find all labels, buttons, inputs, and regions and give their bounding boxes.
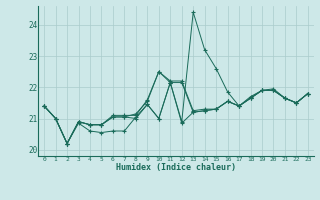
X-axis label: Humidex (Indice chaleur): Humidex (Indice chaleur) [116, 163, 236, 172]
